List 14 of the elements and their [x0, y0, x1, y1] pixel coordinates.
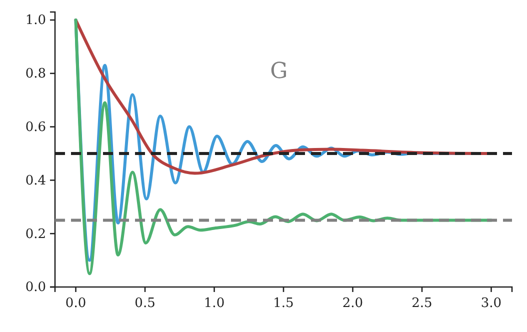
x-tick-label: 2.0 — [342, 296, 364, 312]
x-tick-label: 2.5 — [412, 296, 432, 312]
x-tick-label: 1.5 — [273, 296, 294, 312]
y-tick-label: 0.6 — [25, 120, 46, 135]
y-tick-label: 0.0 — [25, 280, 46, 296]
y-tick-label: 0.8 — [25, 66, 46, 82]
x-tick-label: 3.0 — [480, 296, 502, 312]
x-tick-label: 0.5 — [134, 296, 156, 312]
x-tick-label: 0.0 — [65, 296, 86, 312]
y-tick-label: 1.0 — [25, 13, 46, 28]
y-tick-label: 0.2 — [25, 226, 46, 242]
x-tick-label: 1.0 — [204, 296, 225, 312]
annotation: G — [270, 59, 288, 84]
y-tick-label: 0.4 — [25, 173, 46, 188]
